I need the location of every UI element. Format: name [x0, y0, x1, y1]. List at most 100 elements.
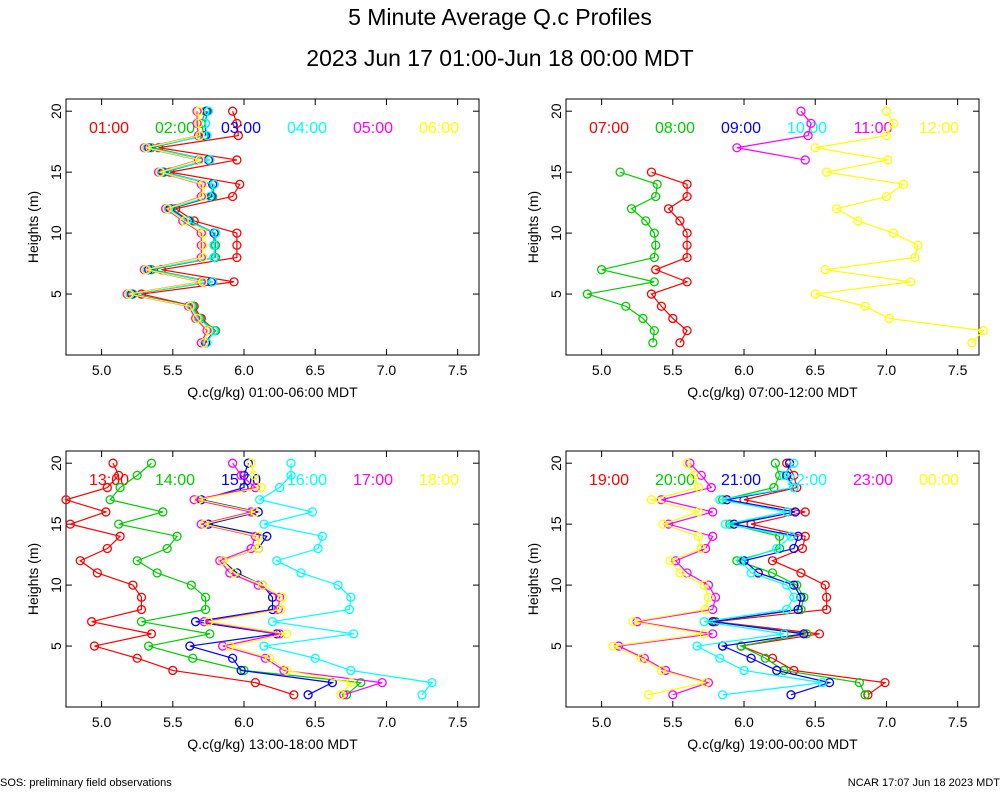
- panel4-data-point: [860, 690, 870, 700]
- panel3-data-point: [267, 617, 278, 627]
- panel1-data-point: [199, 338, 209, 348]
- panel2-data-point: [638, 313, 648, 324]
- panel4-data-point: [796, 592, 806, 602]
- panel3-data-point: [152, 568, 162, 578]
- panel3-x-tick-label: 6.5: [305, 714, 325, 730]
- panel3-data-point: [250, 677, 261, 688]
- panel2-data-point: [831, 204, 842, 214]
- panel3-series-line-17:00: [194, 462, 383, 696]
- panel1-data-point: [141, 265, 151, 275]
- panel1-data-point: [202, 338, 212, 348]
- panel4-data-point: [779, 629, 789, 639]
- panel3-data-point: [102, 543, 112, 554]
- panel1-x-tick-label: 6.0: [234, 362, 254, 378]
- panel3-data-point: [189, 495, 199, 505]
- panel3-series-line-18:00: [198, 463, 352, 696]
- panel2-data-point: [675, 338, 685, 348]
- panel3-data-point: [168, 665, 178, 676]
- panel4-legend-entry: 21:00: [721, 472, 761, 489]
- panel4-data-point: [799, 629, 809, 639]
- panel2-data-point: [881, 106, 892, 116]
- panel1-data-point: [203, 106, 214, 116]
- panel3-data-point: [227, 653, 238, 663]
- panel3-data-point: [146, 458, 157, 468]
- panel4-plot-frame: [565, 450, 980, 708]
- panel3-data-point: [377, 677, 387, 688]
- panel2-data-point: [596, 265, 607, 275]
- panel3-data-point: [253, 543, 263, 554]
- panel4-data-point: [671, 556, 681, 566]
- panel2-legend-entry: 12:00: [919, 120, 959, 137]
- panel4-data-point: [700, 677, 711, 688]
- panel2-data-point: [881, 130, 892, 141]
- panel4-data-point: [779, 665, 789, 676]
- panel3-legend-entry: 14:00: [155, 472, 195, 489]
- panel3-data-point: [101, 507, 111, 517]
- panel3-data-point: [346, 665, 356, 676]
- panel1-data-point: [195, 130, 205, 141]
- panel1-x-tick-label: 7.5: [448, 362, 468, 378]
- panel4-data-point: [772, 543, 782, 554]
- panel2-data-point: [860, 301, 870, 311]
- panel4-data-point: [646, 495, 657, 505]
- panel4-data-point: [706, 482, 716, 493]
- panel2-x-tick-label: 7.5: [948, 362, 968, 378]
- panel4-data-point: [880, 677, 890, 688]
- panel4-data-point: [703, 592, 714, 602]
- panel4-data-point: [693, 482, 704, 493]
- panel4-data-point: [799, 592, 809, 602]
- panel4-data-point: [699, 580, 709, 590]
- panel2-series-line-11:00: [736, 110, 812, 161]
- panel3-data-point: [229, 568, 239, 578]
- panel4-x-tick-label: 5.0: [592, 714, 612, 730]
- panel3-data-point: [108, 458, 118, 468]
- panel4-data-point: [786, 531, 796, 541]
- panel3-data-point: [225, 641, 235, 651]
- panel4-data-point: [789, 592, 799, 602]
- panel4-data-point: [821, 604, 832, 615]
- panel2-x-tick-label: 7.0: [877, 362, 897, 378]
- panel3-x-axis-label: Q.c(g/kg) 13:00-18:00 MDT: [187, 736, 358, 752]
- panel2-data-point: [884, 313, 894, 324]
- panel3-data-point: [143, 641, 154, 651]
- panel4-data-point: [796, 568, 806, 578]
- panel1-data-point: [209, 252, 219, 263]
- panel3-data-point: [218, 641, 228, 651]
- panel3-data-point: [132, 470, 142, 481]
- panel3-data-point: [277, 592, 288, 602]
- panel4-data-point: [782, 458, 792, 468]
- panel1-data-point: [179, 216, 189, 226]
- panel4-data-point: [693, 507, 704, 517]
- panel1-y-axis-label: Heights (m): [25, 191, 41, 263]
- panel2-x-tick-label: 5.0: [592, 362, 612, 378]
- panel4-data-point: [800, 507, 810, 517]
- panel3-data-point: [172, 531, 182, 541]
- panel3-data-point: [89, 641, 100, 651]
- panel3-data-point: [296, 568, 306, 578]
- panel4-data-point: [636, 653, 647, 663]
- panel2-data-point: [803, 130, 813, 141]
- panel4-data-point: [746, 653, 756, 663]
- panel1-data-point: [235, 179, 245, 189]
- panel4-data-point: [708, 507, 718, 517]
- panel3-data-point: [272, 629, 282, 639]
- panel4-data-point: [658, 519, 668, 529]
- panel3-data-point: [75, 556, 85, 566]
- panel4-data-point: [789, 543, 799, 554]
- panel4-y-tick-label: 20: [548, 455, 564, 471]
- panel2-data-point: [910, 252, 920, 263]
- panel2-data-point: [905, 277, 916, 287]
- panel3-data-point: [200, 592, 211, 602]
- panel3-data-point: [236, 470, 246, 481]
- panel4-data-point: [789, 482, 799, 493]
- panel2-data-point: [656, 301, 667, 311]
- panel3-data-point: [307, 507, 318, 517]
- panel2-data-point: [648, 338, 658, 348]
- panel4-data-point: [668, 690, 678, 700]
- panel4-data-point: [708, 604, 718, 615]
- panel3-data-point: [276, 604, 286, 615]
- panel3-data-point: [427, 677, 437, 688]
- panel3-data-point: [239, 470, 249, 481]
- panel1-x-tick-label: 7.0: [377, 362, 397, 378]
